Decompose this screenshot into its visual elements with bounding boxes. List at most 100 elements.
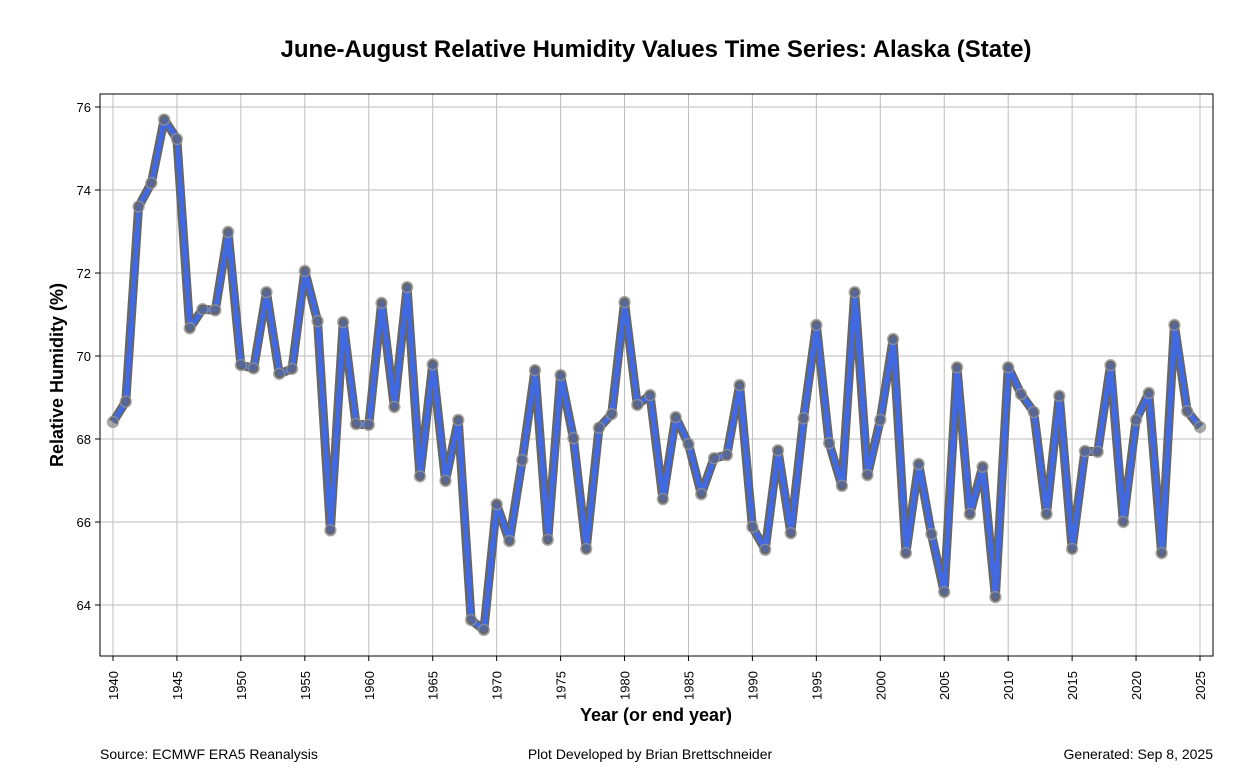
data-point bbox=[247, 362, 260, 375]
data-point bbox=[784, 526, 798, 540]
x-tick-label: 1985 bbox=[681, 671, 696, 700]
data-point bbox=[707, 451, 721, 465]
data-point bbox=[758, 543, 772, 557]
data-point bbox=[234, 358, 248, 372]
y-tick-label: 70 bbox=[77, 349, 91, 364]
data-point bbox=[311, 314, 324, 328]
data-point bbox=[669, 410, 682, 424]
grid bbox=[100, 94, 1213, 656]
chart-title: June-August Relative Humidity Values Tim… bbox=[281, 36, 1032, 63]
data-point bbox=[196, 302, 209, 316]
data-point bbox=[413, 470, 427, 483]
data-point bbox=[592, 421, 606, 435]
data-point bbox=[452, 413, 465, 427]
data-point bbox=[733, 378, 746, 392]
x-tick-label: 1980 bbox=[618, 671, 633, 700]
data-point bbox=[400, 280, 414, 294]
x-tick-label: 2020 bbox=[1129, 671, 1144, 700]
x-tick-label: 1945 bbox=[170, 671, 185, 700]
data-point bbox=[221, 225, 235, 239]
data-point bbox=[925, 527, 938, 541]
series bbox=[106, 113, 1207, 637]
data-point bbox=[1040, 507, 1053, 521]
y-tick-label: 72 bbox=[77, 266, 91, 281]
y-tick-label: 74 bbox=[77, 183, 91, 198]
data-point bbox=[886, 332, 900, 346]
data-point bbox=[260, 285, 273, 299]
data-point bbox=[976, 460, 989, 474]
data-point bbox=[439, 474, 452, 488]
data-point bbox=[464, 613, 478, 627]
data-point bbox=[362, 418, 376, 432]
y-tick-label: 64 bbox=[77, 598, 91, 613]
x-tick-label: 2010 bbox=[1001, 671, 1016, 700]
data-point bbox=[797, 412, 810, 425]
data-point bbox=[375, 296, 388, 310]
x-tick-label: 1955 bbox=[298, 671, 313, 700]
data-point bbox=[899, 546, 913, 560]
y-tick-label: 76 bbox=[77, 100, 91, 115]
x-tick-label: 2025 bbox=[1193, 671, 1208, 700]
data-point bbox=[388, 400, 401, 414]
data-point bbox=[324, 524, 337, 537]
x-tick-label: 1960 bbox=[362, 671, 377, 700]
x-tick-label: 2000 bbox=[873, 671, 888, 700]
data-point bbox=[861, 468, 874, 482]
data-point bbox=[183, 321, 196, 335]
data-point bbox=[579, 542, 593, 556]
data-point bbox=[170, 132, 184, 146]
data-point bbox=[528, 363, 542, 377]
data-point bbox=[720, 448, 734, 462]
data-point bbox=[989, 590, 1002, 604]
data-point bbox=[554, 368, 567, 382]
data-point bbox=[1053, 389, 1066, 403]
data-point bbox=[746, 520, 759, 534]
data-point bbox=[848, 285, 861, 299]
data-point bbox=[963, 507, 977, 521]
data-point bbox=[1155, 546, 1168, 560]
x-tick-label: 1950 bbox=[234, 671, 249, 700]
data-point bbox=[695, 487, 708, 501]
data-point bbox=[682, 437, 695, 451]
data-point bbox=[1129, 413, 1143, 427]
y-tick-label: 66 bbox=[77, 515, 91, 530]
credit-note: Plot Developed by Brian Brettschneider bbox=[527, 746, 773, 762]
x-tick-label: 1940 bbox=[106, 671, 121, 700]
x-tick-label: 1995 bbox=[809, 671, 824, 700]
data-point bbox=[874, 413, 887, 427]
data-point bbox=[298, 264, 312, 278]
data-point bbox=[618, 295, 631, 309]
data-point bbox=[272, 367, 286, 381]
plot-frame bbox=[99, 93, 1214, 657]
data-point bbox=[1001, 360, 1015, 374]
data-point bbox=[541, 533, 555, 547]
data-point bbox=[285, 362, 299, 376]
data-point bbox=[656, 492, 670, 506]
data-point bbox=[1091, 445, 1104, 459]
data-point bbox=[157, 113, 171, 126]
x-tick-label: 2015 bbox=[1065, 671, 1080, 700]
data-point bbox=[477, 623, 491, 637]
x-axis-label: Year (or end year) bbox=[580, 705, 732, 725]
data-point bbox=[1142, 386, 1156, 400]
x-tick-label: 1970 bbox=[490, 671, 505, 700]
axis-ticks: 1940 1945 1950 1955 1960 1965 1970 1975 1980 1985… bbox=[77, 100, 1208, 700]
data-point bbox=[1065, 542, 1079, 556]
data-point bbox=[835, 479, 849, 493]
data-point bbox=[336, 315, 350, 329]
data-point bbox=[1078, 444, 1092, 458]
data-point bbox=[771, 443, 785, 457]
data-point bbox=[567, 431, 580, 445]
y-tick-label: 68 bbox=[77, 432, 91, 447]
data-point bbox=[515, 453, 529, 467]
data-point bbox=[1014, 387, 1028, 401]
data-point bbox=[145, 176, 158, 190]
data-point bbox=[1180, 404, 1194, 418]
data-point bbox=[912, 457, 925, 471]
data-point bbox=[1193, 420, 1207, 434]
data-point bbox=[1104, 358, 1117, 372]
data-point bbox=[209, 304, 222, 317]
data-point bbox=[822, 436, 836, 450]
data-point bbox=[950, 360, 964, 374]
